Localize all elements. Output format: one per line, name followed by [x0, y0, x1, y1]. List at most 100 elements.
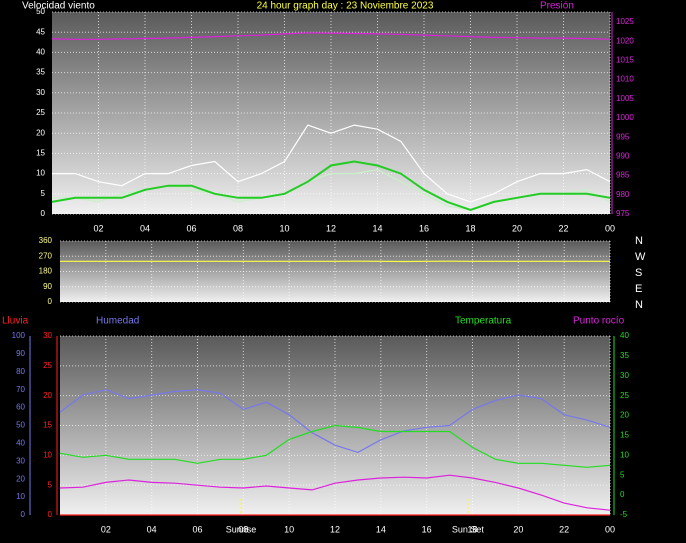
- series-line: [59, 474, 611, 511]
- y-tick-label: 0: [48, 510, 53, 519]
- annotation-label: Sunrise: [226, 524, 257, 534]
- y3-tick-label: 70: [16, 385, 25, 394]
- y-tick-label: 0: [48, 297, 53, 306]
- y-tick-label: 10: [36, 169, 45, 178]
- x-tick-label: 02: [101, 524, 111, 534]
- compass-label: N: [635, 299, 643, 311]
- x-tick-label: 08: [233, 223, 243, 233]
- y-tick-label: 25: [43, 361, 52, 370]
- y3-tick-label: 50: [16, 421, 25, 430]
- series-label: Punto rocío: [573, 316, 625, 327]
- y3-tick-label: 0: [21, 510, 26, 519]
- series-line: [52, 124, 611, 203]
- y-tick-label: 20: [36, 128, 45, 137]
- y-tick-label: 45: [36, 27, 45, 36]
- x-tick-label: 04: [140, 223, 150, 233]
- x-tick-label: 12: [326, 223, 336, 233]
- x-tick-label: 22: [558, 223, 568, 233]
- y-tick-label: 10: [43, 450, 52, 459]
- x-tick-label: 20: [512, 223, 522, 233]
- compass-label: N: [635, 235, 643, 247]
- x-tick-label: 18: [467, 524, 477, 534]
- y2-tick-label: 30: [620, 371, 629, 380]
- y-tick-label: 50: [36, 7, 45, 16]
- x-tick-label: 04: [147, 524, 157, 534]
- y2-tick-label: 1015: [616, 56, 634, 65]
- x-tick-label: 20: [513, 524, 523, 534]
- y-tick-label: 90: [43, 282, 52, 291]
- y2-label: Presión: [540, 1, 574, 12]
- series-label: Lluvia: [2, 316, 29, 327]
- y3-tick-label: 100: [12, 331, 26, 340]
- y2-tick-label: 40: [620, 331, 629, 340]
- y3-tick-label: 30: [16, 456, 25, 465]
- y2-tick-label: 1010: [616, 75, 634, 84]
- y-tick-label: 15: [43, 421, 52, 430]
- y2-tick-label: 1005: [616, 94, 634, 103]
- y3-tick-label: 10: [16, 492, 25, 501]
- series-line: [51, 32, 611, 40]
- series-line: [59, 424, 611, 468]
- annotation-label: Sun Set: [452, 524, 485, 534]
- x-tick-label: 00: [605, 223, 615, 233]
- y-tick-label: 5: [41, 189, 46, 198]
- x-tick-label: 08: [238, 524, 248, 534]
- y2-tick-label: 0: [620, 490, 625, 499]
- x-tick-label: 10: [279, 223, 289, 233]
- x-tick-label: 06: [186, 223, 196, 233]
- x-tick-label: 06: [192, 524, 202, 534]
- y-label: Velocidad viento: [22, 1, 95, 12]
- y-tick-label: 40: [36, 48, 45, 57]
- x-tick-label: 16: [422, 524, 432, 534]
- y-tick-label: 15: [36, 149, 45, 158]
- series-line: [59, 389, 611, 454]
- x-tick-label: 10: [284, 524, 294, 534]
- x-tick-label: 02: [93, 223, 103, 233]
- x-tick-label: 22: [559, 524, 569, 534]
- x-tick-label: 14: [376, 524, 386, 534]
- chart-title: 24 hour graph day : 23 Noviembre 2023: [257, 1, 434, 12]
- y2-tick-label: 25: [620, 391, 629, 400]
- y2-tick-label: 5: [620, 470, 625, 479]
- series-label: Temperatura: [455, 316, 512, 327]
- y-tick-label: 35: [36, 68, 45, 77]
- y-tick-label: 5: [48, 480, 53, 489]
- x-tick-label: 00: [605, 524, 615, 534]
- x-tick-label: 12: [330, 524, 340, 534]
- y2-tick-label: 35: [620, 351, 629, 360]
- y2-tick-label: 995: [616, 132, 630, 141]
- compass-label: E: [635, 283, 642, 295]
- y2-tick-label: 985: [616, 171, 630, 180]
- y3-tick-label: 90: [16, 349, 25, 358]
- y-tick-label: 25: [36, 108, 45, 117]
- y-tick-label: 20: [43, 391, 52, 400]
- y-tick-label: 0: [41, 209, 46, 218]
- y3-tick-label: 40: [16, 439, 25, 448]
- x-tick-label: 14: [372, 223, 382, 233]
- y2-tick-label: 990: [616, 152, 630, 161]
- compass-label: W: [635, 251, 646, 263]
- y2-tick-label: 10: [620, 450, 629, 459]
- x-tick-label: 18: [465, 223, 475, 233]
- y3-tick-label: 80: [16, 367, 25, 376]
- series-label: Humedad: [96, 316, 139, 327]
- y2-tick-label: 20: [620, 411, 629, 420]
- y-tick-label: 30: [36, 88, 45, 97]
- y2-tick-label: -5: [620, 510, 628, 519]
- compass-label: S: [635, 267, 642, 279]
- y-tick-label: 30: [43, 331, 52, 340]
- y-tick-label: 360: [39, 236, 53, 245]
- y2-tick-label: 980: [616, 190, 630, 199]
- series-line: [51, 160, 611, 212]
- y-tick-label: 180: [39, 267, 53, 276]
- y2-tick-label: 1020: [616, 36, 634, 45]
- y3-tick-label: 60: [16, 403, 25, 412]
- y2-tick-label: 1000: [616, 113, 634, 122]
- y3-tick-label: 20: [16, 474, 25, 483]
- y2-tick-label: 1025: [616, 17, 634, 26]
- y-tick-label: 270: [39, 251, 53, 260]
- y2-tick-label: 15: [620, 431, 629, 440]
- y2-tick-label: 975: [616, 209, 630, 218]
